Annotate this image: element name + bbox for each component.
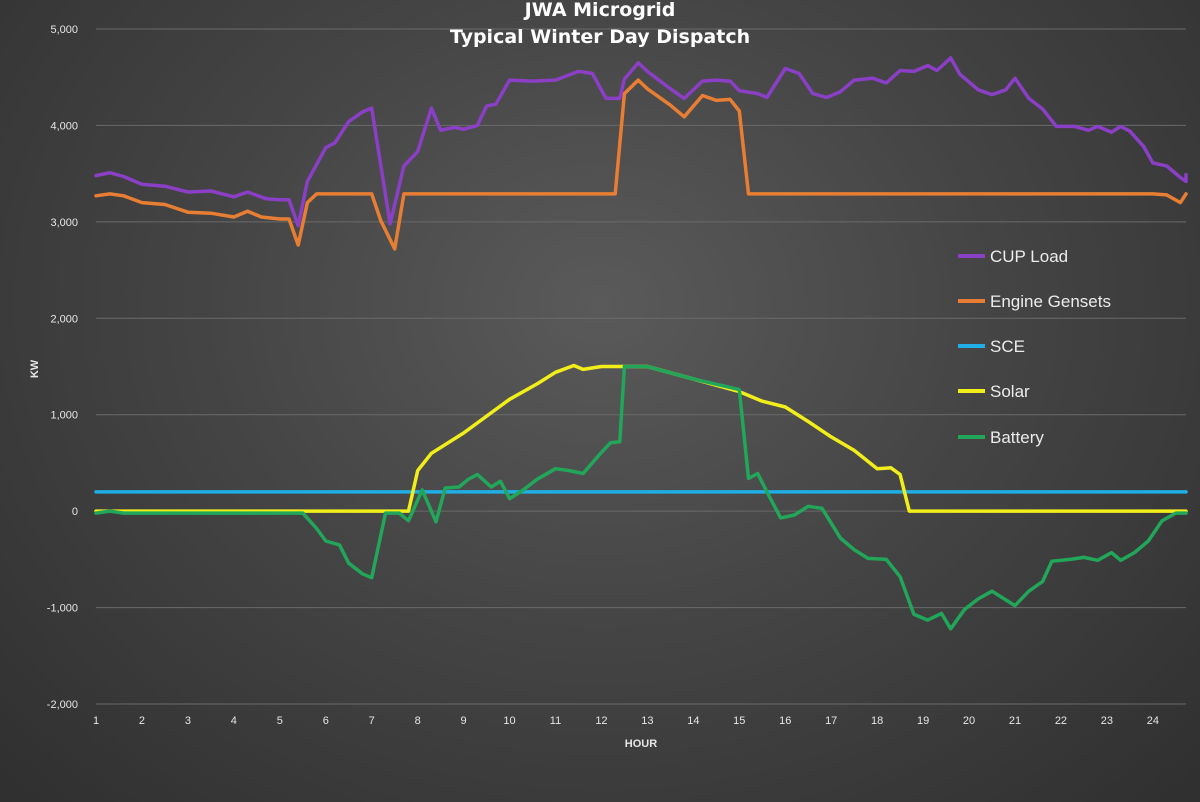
x-tick-label: 9	[461, 715, 467, 727]
y-tick-label: -1,000	[47, 603, 78, 615]
legend: CUP Load Engine Gensets SCE Solar Batter…	[958, 247, 1111, 447]
legend-label: Battery	[990, 428, 1044, 447]
x-tick-label: 16	[779, 715, 791, 727]
chart-title-line1: JWA Microgrid	[523, 0, 676, 21]
x-tick-label: 24	[1147, 715, 1159, 727]
x-tick-label: 8	[415, 715, 421, 727]
legend-item-battery: Battery	[958, 428, 1044, 447]
x-tick-label: 13	[641, 715, 653, 727]
y-axis-label: KW	[29, 359, 41, 378]
legend-item-cup-load: CUP Load	[958, 247, 1068, 266]
x-tick-label: 20	[963, 715, 975, 727]
legend-label: Engine Gensets	[990, 292, 1111, 311]
series-line-cup-load	[94, 56, 1188, 228]
x-tick-label: 12	[595, 715, 607, 727]
x-axis-ticks: 1 2 3 4 5 6 7 8 9 10 11 12 13 14 15 16 17 18 19 20 21 22 23 24	[93, 715, 1159, 727]
series-line-engine-gensets	[94, 78, 1188, 251]
x-tick-label: 17	[825, 715, 837, 727]
x-axis-label: HOUR	[625, 738, 657, 750]
x-tick-label: 19	[917, 715, 929, 727]
y-tick-label: 3,000	[50, 217, 78, 229]
x-tick-label: 10	[503, 715, 515, 727]
x-tick-label: 3	[185, 715, 191, 727]
x-tick-label: 22	[1055, 715, 1067, 727]
chart-title-line2: Typical Winter Day Dispatch	[450, 26, 750, 48]
x-tick-label: 15	[733, 715, 745, 727]
legend-item-sce: SCE	[958, 337, 1025, 356]
legend-item-engine-gensets: Engine Gensets	[958, 292, 1111, 311]
series-line-battery	[94, 364, 1188, 631]
y-tick-label: 5,000	[50, 24, 78, 36]
legend-label: SCE	[990, 337, 1025, 356]
x-tick-label: 11	[550, 715, 561, 727]
x-tick-label: 1	[93, 715, 99, 727]
legend-label: Solar	[990, 382, 1030, 401]
x-tick-label: 2	[139, 715, 145, 727]
x-tick-label: 18	[871, 715, 883, 727]
legend-label: CUP Load	[990, 247, 1068, 266]
x-tick-label: 5	[277, 715, 283, 727]
x-tick-label: 6	[323, 715, 329, 727]
y-axis-ticks: 5,000 4,000 3,000 2,000 1,000 0 -1,000 -2,000	[47, 24, 78, 711]
y-tick-label: 2,000	[50, 313, 78, 325]
x-tick-label: 23	[1101, 715, 1113, 727]
x-tick-label: 7	[369, 715, 375, 727]
y-tick-label: -2,000	[47, 699, 78, 711]
y-tick-label: 1,000	[50, 410, 78, 422]
x-tick-label: 4	[231, 715, 237, 727]
series-lines	[94, 56, 1188, 631]
legend-item-solar: Solar	[958, 382, 1030, 401]
y-tick-label: 0	[72, 506, 78, 518]
y-tick-label: 4,000	[50, 120, 78, 132]
x-tick-label: 14	[687, 715, 699, 727]
x-tick-label: 21	[1009, 715, 1021, 727]
